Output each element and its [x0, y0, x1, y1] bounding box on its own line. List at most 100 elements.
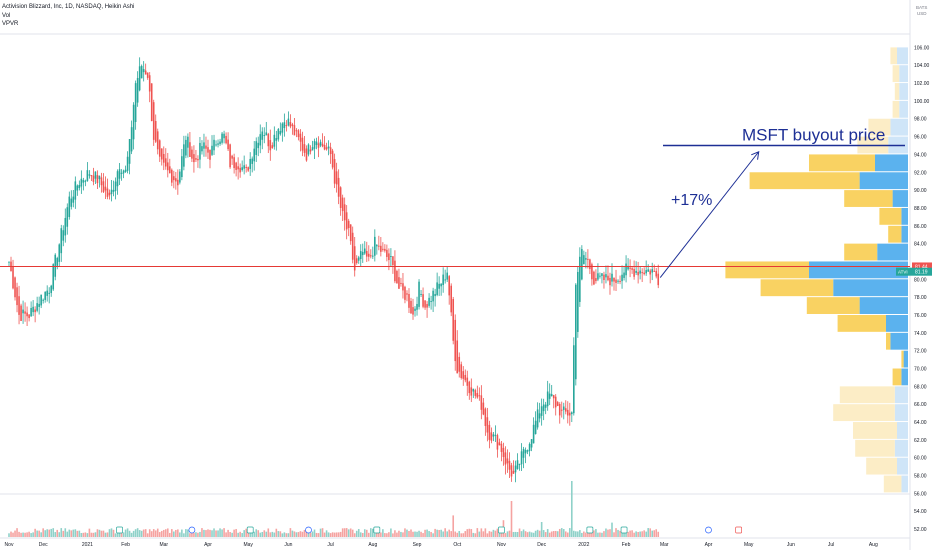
candle-body-34: [76, 185, 79, 191]
volume-bar-137: [283, 532, 286, 537]
vp-down-bar-10: [888, 225, 902, 243]
candle-body-121: [251, 158, 254, 164]
volume-bar-281: [573, 530, 575, 537]
volume-bar-110: [229, 532, 231, 537]
volume-bar-38: [84, 532, 87, 537]
volume-bar-106: [221, 529, 223, 537]
volume-bars: [8, 481, 660, 537]
volume-bar-197: [404, 528, 406, 537]
volume-bar-276: [562, 529, 565, 537]
volume-bar-72: [152, 529, 155, 537]
volume-bar-294: [599, 532, 601, 537]
vp-up-bar-22: [894, 439, 908, 457]
volume-indicator-label[interactable]: Vol: [2, 13, 11, 19]
time-tick-label-10: Sep: [413, 542, 422, 548]
candle-body-0: [8, 261, 10, 263]
volume-bar-25: [58, 532, 61, 537]
volume-bar-98: [205, 530, 207, 537]
volume-bar-161: [331, 532, 334, 537]
volume-bar-207: [424, 529, 426, 537]
candle-body-181: [372, 255, 374, 257]
candle-body-167: [343, 204, 346, 221]
volume-bar-232: [474, 533, 477, 537]
candle-body-81: [171, 169, 173, 183]
candle-body-299: [609, 277, 611, 286]
candle-body-317: [645, 270, 647, 274]
volume-bar-65: [138, 530, 141, 537]
candle-body-61: [130, 127, 133, 152]
volume-bar-315: [641, 531, 643, 537]
candle-body-237: [484, 408, 487, 426]
volume-bar-31: [70, 530, 73, 537]
candle-body-157: [323, 145, 326, 150]
volume-bar-46: [100, 530, 103, 537]
volume-bar-210: [430, 531, 432, 537]
candle-body-190: [390, 256, 392, 258]
candle-body-296: [603, 274, 605, 281]
volume-bar-300: [611, 522, 613, 537]
candle-body-17: [42, 299, 44, 301]
candle-body-194: [398, 277, 400, 289]
vp-up-bar-6: [875, 154, 908, 172]
volume-bar-128: [265, 531, 268, 537]
candle-body-297: [605, 274, 607, 278]
upside-arrow-line: [659, 151, 760, 278]
volume-bar-125: [259, 532, 262, 537]
price-tick-label-16: 72.00: [914, 349, 927, 355]
candle-body-70: [148, 75, 151, 92]
candle-body-291: [593, 271, 595, 285]
volume-bar-202: [414, 531, 416, 537]
volume-bar-318: [647, 528, 649, 537]
upside-arrow-head: [751, 150, 760, 160]
volume-bar-234: [478, 531, 481, 537]
candle-body-20: [48, 292, 50, 294]
volume-bar-196: [402, 532, 404, 537]
candle-body-141: [291, 124, 294, 127]
candle-body-5: [18, 296, 20, 315]
candle-body-255: [520, 451, 523, 465]
candle-body-173: [355, 258, 358, 264]
currency-label: USD: [917, 11, 927, 16]
volume-bar-208: [426, 529, 428, 537]
volume-bar-313: [637, 532, 639, 537]
price-tick-label-11: 84.00: [914, 242, 927, 248]
vpvr-indicator-label[interactable]: VPVR: [2, 21, 19, 27]
candle-body-45: [98, 175, 101, 180]
price-tick-label-17: 70.00: [914, 367, 927, 373]
price-tick-label-24: 56.00: [914, 491, 927, 497]
volume-bar-185: [380, 532, 382, 537]
volume-bar-80: [169, 532, 171, 537]
volume-bar-53: [114, 533, 117, 537]
volume-bar-89: [187, 529, 189, 537]
volume-bar-81: [171, 529, 173, 537]
candle-body-284: [579, 256, 581, 302]
volume-bar-56: [120, 530, 123, 537]
volume-bar-311: [633, 532, 635, 537]
candle-body-29: [66, 207, 69, 227]
volume-bar-312: [635, 531, 637, 537]
candle-body-15: [38, 303, 40, 307]
volume-bar-309: [629, 530, 631, 537]
volume-bar-48: [104, 532, 107, 537]
candle-body-201: [412, 307, 414, 315]
candle-body-310: [631, 268, 633, 270]
volume-bar-179: [367, 532, 370, 537]
candle-body-250: [510, 465, 513, 477]
volume-bar-194: [398, 530, 400, 537]
volume-bar-153: [315, 532, 318, 537]
volume-bar-259: [528, 531, 531, 537]
candle-body-27: [62, 230, 65, 241]
volume-bar-140: [289, 528, 292, 537]
candle-body-254: [518, 463, 521, 465]
volume-bar-151: [311, 531, 314, 537]
volume-bar-277: [564, 531, 567, 537]
volume-bar-135: [279, 531, 282, 537]
candle-body-197: [404, 286, 406, 300]
time-tick-label-2: 2021: [82, 542, 93, 548]
volume-bar-257: [524, 531, 527, 537]
candle-body-205: [420, 293, 422, 295]
volume-bar-244: [498, 531, 501, 537]
volume-bar-95: [199, 531, 201, 537]
volume-bar-321: [653, 530, 656, 537]
